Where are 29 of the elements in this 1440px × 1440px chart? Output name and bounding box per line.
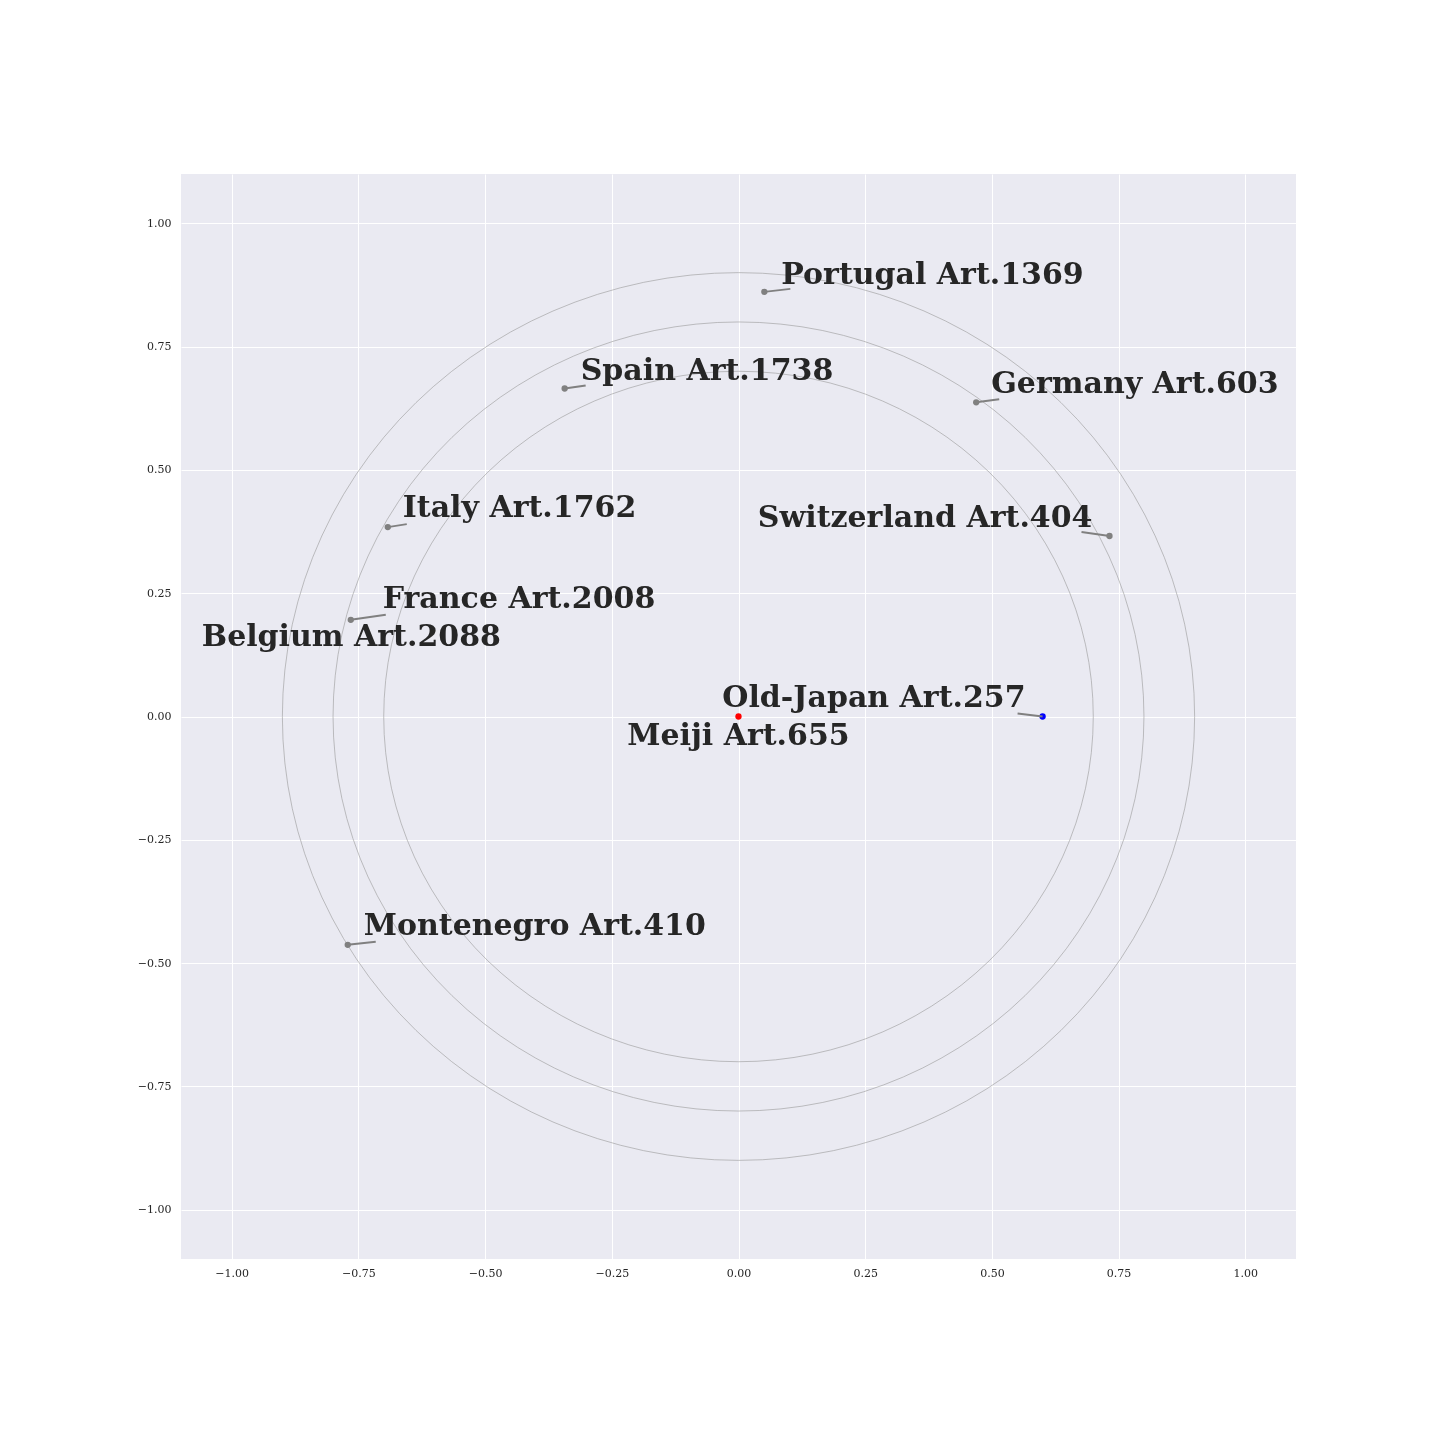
x-tick-label: 0.00: [726, 1266, 752, 1280]
annotation: France Art.2008: [382, 579, 656, 615]
annotation: Belgium Art.2088: [201, 617, 501, 653]
x-tick-label: −0.50: [468, 1266, 503, 1280]
y-tick-label: −0.50: [137, 956, 172, 970]
annotation: Meiji Art.655: [627, 716, 850, 752]
x-tick-label: 0.50: [980, 1266, 1005, 1280]
annotation: Italy Art.1762: [402, 489, 637, 525]
y-tick-label: −1.00: [137, 1203, 172, 1217]
x-tick-label: −0.25: [595, 1266, 630, 1280]
y-tick-label: 0.75: [147, 340, 172, 354]
x-tick-label: 0.25: [853, 1266, 878, 1280]
y-tick-label: −0.25: [137, 833, 172, 847]
annotation: Portugal Art.1369: [781, 255, 1084, 291]
y-tick-label: 0.50: [147, 463, 172, 477]
annotation: Montenegro Art.410: [363, 906, 706, 942]
point: [561, 385, 568, 392]
y-tick-label: −0.75: [137, 1079, 172, 1093]
x-tick-label: 0.75: [1106, 1266, 1132, 1280]
x-tick-label: 1.00: [1233, 1266, 1259, 1280]
y-tick-label: 0.00: [147, 710, 172, 723]
annotation: Old-Japan Art.257: [722, 678, 1026, 714]
annotation: Switzerland Art.404: [757, 499, 1093, 534]
y-tick-label: 0.25: [147, 586, 172, 600]
y-tick-label: 1.00: [147, 216, 172, 230]
x-tick-label: −0.75: [342, 1266, 376, 1280]
x-tick-label: −1.00: [215, 1266, 250, 1280]
annotation: Germany Art.603: [991, 365, 1279, 401]
annotation: Spain Art.1738: [580, 351, 834, 387]
